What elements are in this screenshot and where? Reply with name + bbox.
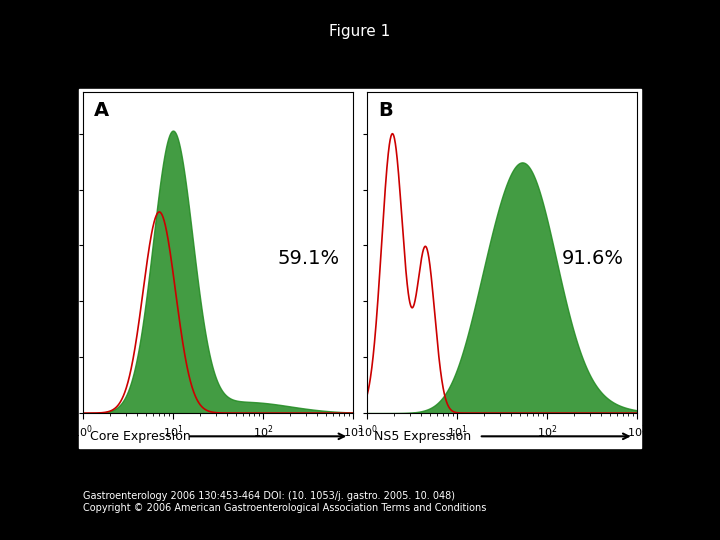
Text: 91.6%: 91.6% [562,249,624,268]
Text: Copyright © 2006 American Gastroenterological Association Terms and Conditions: Copyright © 2006 American Gastroenterolo… [83,503,486,514]
Text: B: B [378,102,392,120]
Text: 59.1%: 59.1% [277,249,339,268]
Text: Core Expression: Core Expression [90,430,191,443]
Text: Figure 1: Figure 1 [329,24,391,39]
Text: NS5 Expression: NS5 Expression [374,430,472,443]
Text: A: A [94,102,109,120]
Text: Gastroenterology 2006 130:453-464 DOI: (10. 1053/j. gastro. 2005. 10. 048): Gastroenterology 2006 130:453-464 DOI: (… [83,491,455,502]
